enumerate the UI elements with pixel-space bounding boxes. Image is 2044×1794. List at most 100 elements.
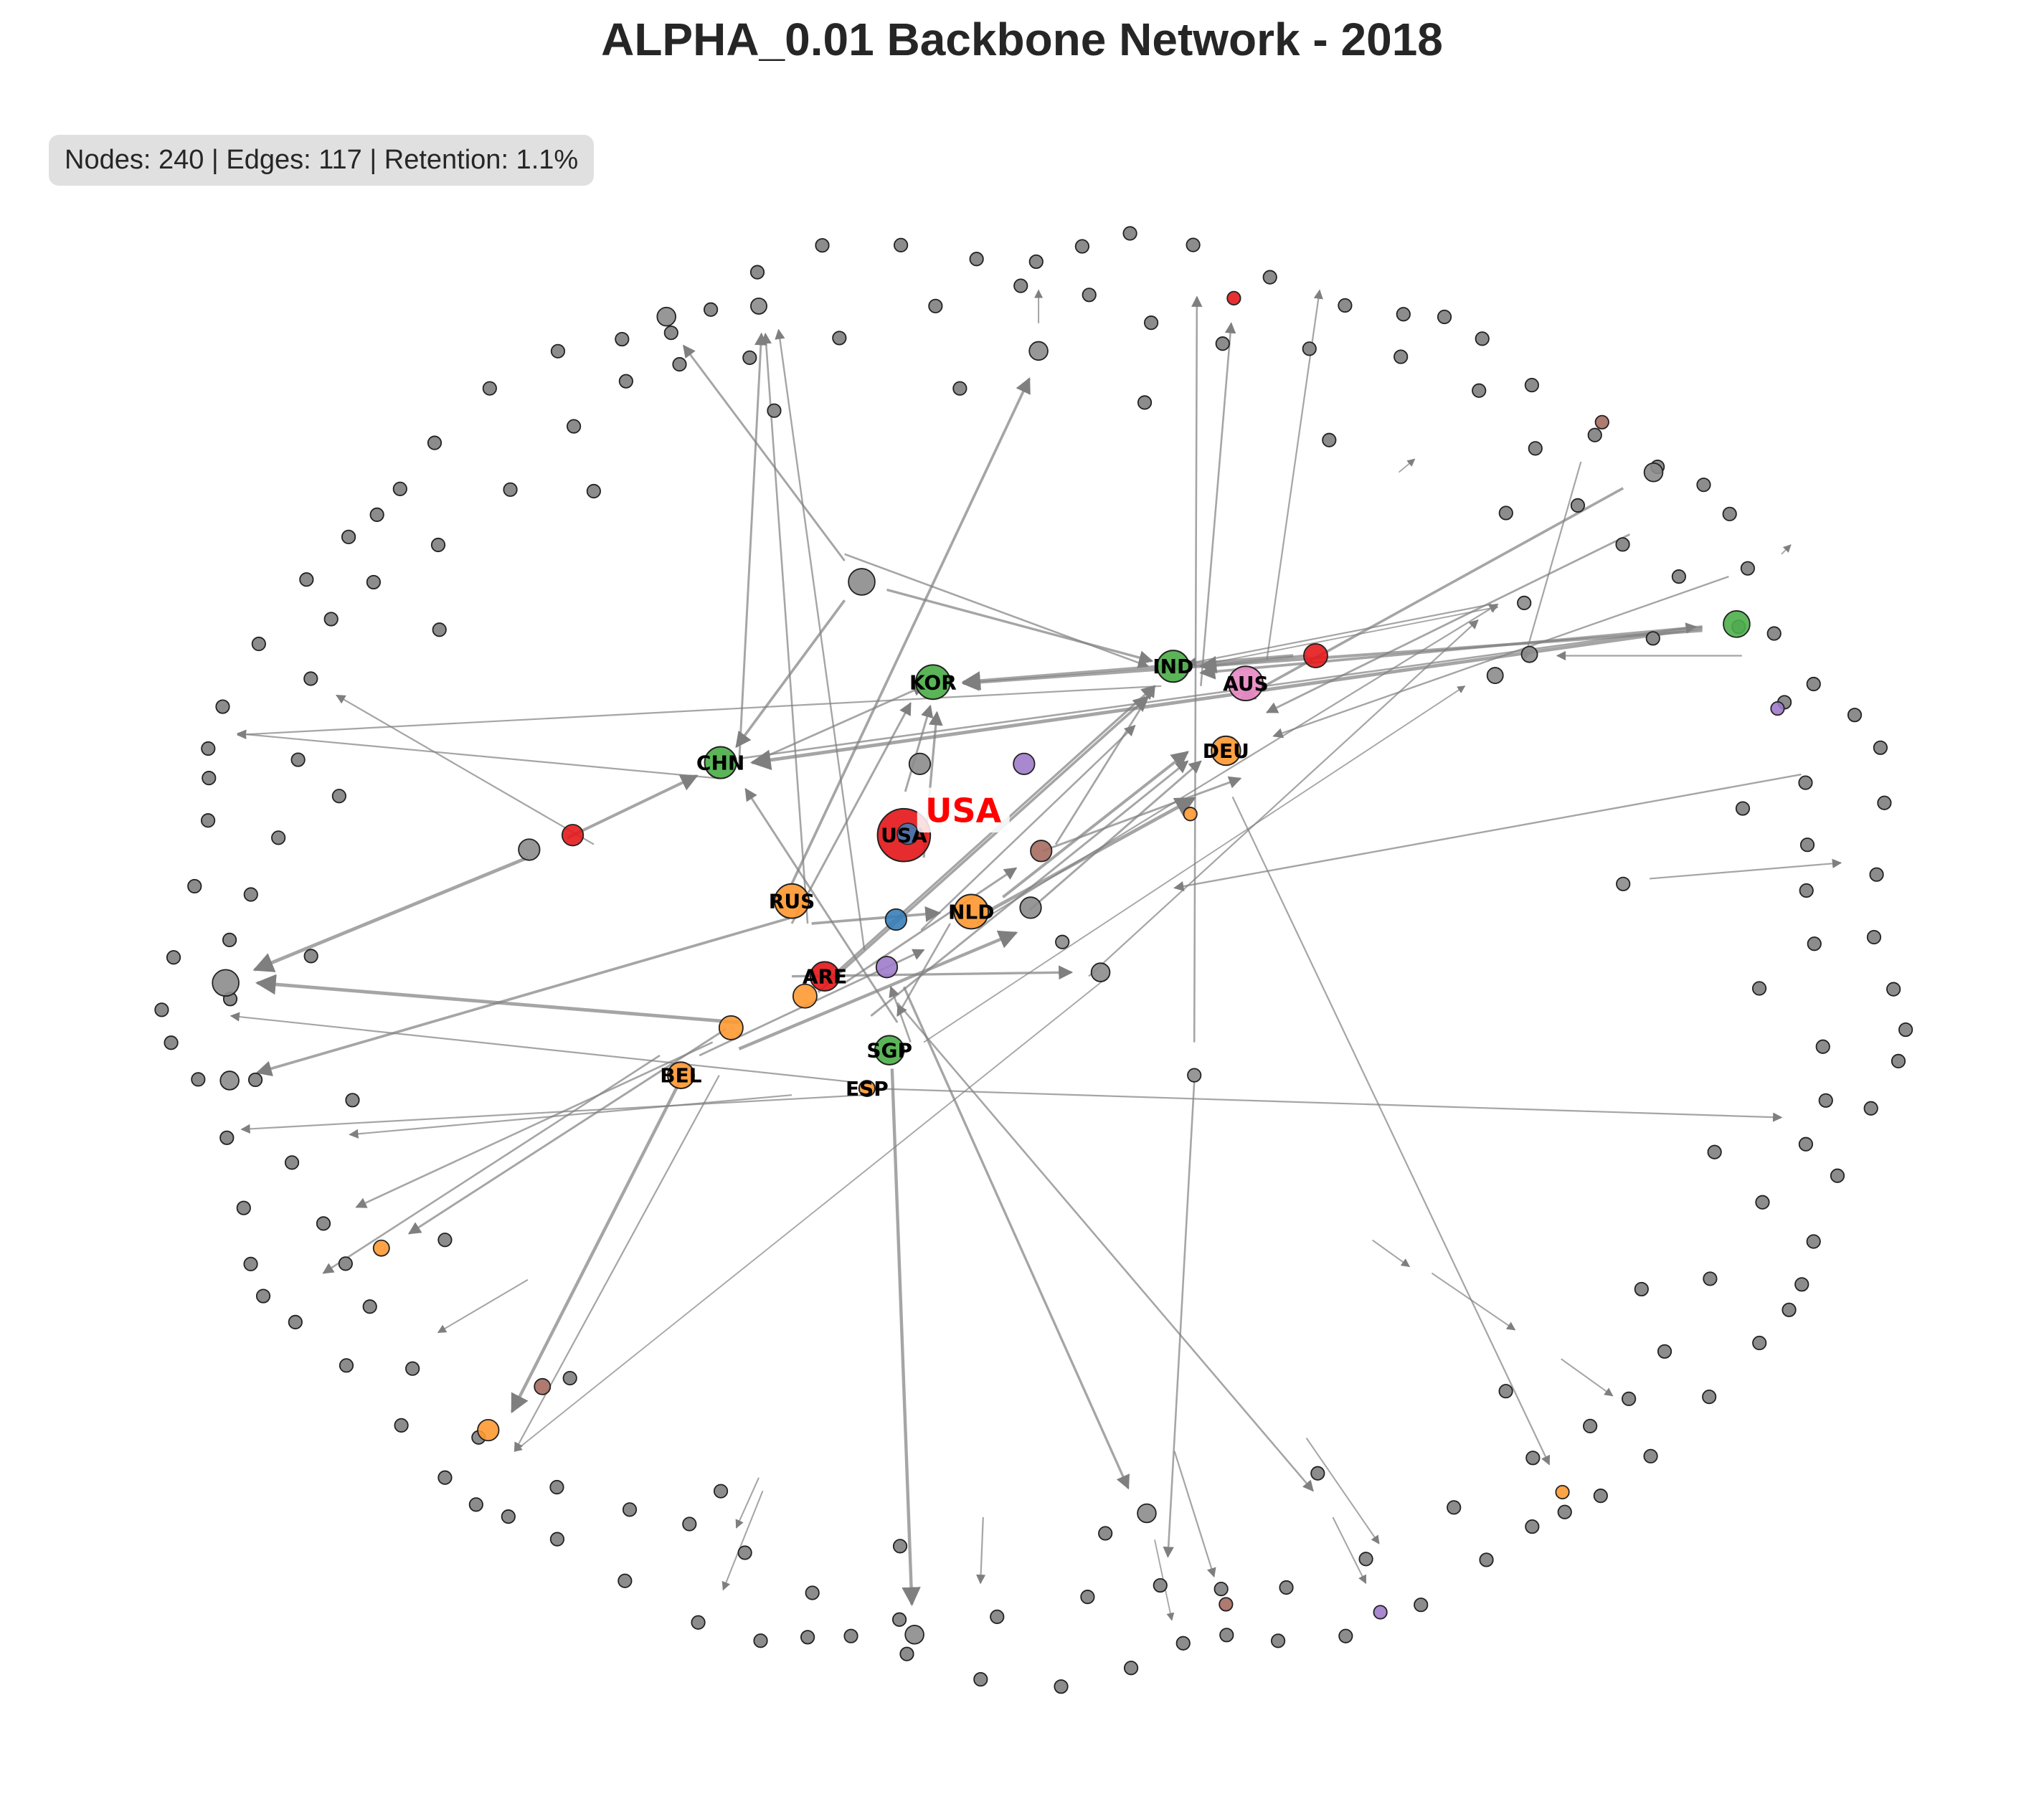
peripheral-node bbox=[1394, 349, 1409, 364]
peripheral-node bbox=[200, 813, 216, 828]
peripheral-node bbox=[899, 1646, 914, 1661]
edge-82 bbox=[1781, 544, 1792, 555]
unlabeled-node bbox=[1090, 962, 1111, 982]
edge-23 bbox=[1191, 295, 1203, 1043]
peripheral-node bbox=[682, 1517, 697, 1532]
peripheral-node bbox=[892, 1539, 908, 1554]
peripheral-node bbox=[345, 1093, 360, 1108]
peripheral-node bbox=[1847, 708, 1863, 723]
edge-55 bbox=[510, 1081, 681, 1414]
node-label-deu: DEU bbox=[1203, 739, 1249, 763]
peripheral-node bbox=[1643, 1448, 1658, 1463]
peripheral-node bbox=[767, 403, 782, 418]
peripheral-node bbox=[713, 1484, 729, 1499]
chart-title: ALPHA_0.01 Backbone Network - 2018 bbox=[601, 14, 1443, 65]
edge-51 bbox=[988, 797, 1196, 912]
edge-70 bbox=[1163, 1081, 1196, 1558]
edge-75 bbox=[1372, 1239, 1411, 1268]
peripheral-node bbox=[1215, 336, 1230, 351]
peripheral-node bbox=[1310, 1466, 1325, 1481]
peripheral-node bbox=[1175, 1636, 1191, 1651]
unlabeled-node bbox=[656, 306, 676, 327]
peripheral-node bbox=[1615, 537, 1630, 552]
edge-52 bbox=[1002, 751, 1189, 898]
node-label-ind: IND bbox=[1153, 655, 1193, 678]
peripheral-node bbox=[1782, 1302, 1797, 1317]
peripheral-node bbox=[952, 381, 967, 396]
peripheral-node bbox=[1766, 626, 1782, 641]
peripheral-node bbox=[1082, 288, 1097, 303]
peripheral-node bbox=[843, 1628, 858, 1643]
peripheral-node bbox=[805, 1585, 820, 1600]
peripheral-node bbox=[550, 343, 566, 359]
peripheral-node bbox=[1752, 1335, 1767, 1351]
node-kor bbox=[914, 664, 951, 701]
peripheral-node bbox=[1707, 1144, 1722, 1159]
peripheral-node bbox=[1338, 298, 1353, 313]
node-sgp bbox=[874, 1035, 905, 1066]
peripheral-node bbox=[618, 1573, 633, 1588]
node-rus bbox=[774, 883, 810, 919]
peripheral-node bbox=[1751, 981, 1767, 996]
node-chn bbox=[704, 746, 737, 779]
edge-36 bbox=[567, 774, 699, 840]
edge-3 bbox=[790, 377, 1031, 885]
peripheral-node bbox=[303, 671, 318, 686]
peripheral-node bbox=[290, 752, 306, 767]
edge-62 bbox=[514, 975, 1109, 1452]
edge-0 bbox=[682, 344, 846, 561]
peripheral-node bbox=[191, 1072, 206, 1087]
unlabeled-node bbox=[884, 908, 907, 931]
unlabeled-node bbox=[904, 1624, 924, 1645]
node-aus bbox=[1228, 665, 1264, 702]
peripheral-node bbox=[339, 1358, 354, 1373]
unlabeled-node bbox=[1373, 1605, 1388, 1620]
peripheral-node bbox=[973, 1671, 988, 1687]
peripheral-node bbox=[1657, 1344, 1672, 1359]
edge-71 bbox=[1173, 1451, 1216, 1578]
edge-32 bbox=[349, 1094, 792, 1139]
peripheral-node bbox=[323, 612, 339, 627]
peripheral-node bbox=[405, 1361, 420, 1376]
peripheral-node bbox=[1877, 795, 1892, 810]
node-label-rus: RUS bbox=[769, 890, 815, 913]
peripheral-node bbox=[969, 252, 984, 267]
edge-40 bbox=[823, 685, 1156, 984]
edge-85 bbox=[920, 724, 1136, 931]
edge-53 bbox=[1042, 776, 1242, 853]
unlabeled-node bbox=[908, 752, 932, 775]
edge-50 bbox=[896, 923, 951, 1017]
unlabeled-node bbox=[750, 297, 767, 315]
edge-27 bbox=[890, 1068, 921, 1607]
node-nld bbox=[953, 893, 990, 930]
peripheral-node bbox=[990, 1609, 1005, 1624]
node-label-kor: KOR bbox=[909, 670, 957, 694]
edge-12 bbox=[961, 629, 1703, 691]
peripheral-node bbox=[201, 741, 216, 756]
unlabeled-node bbox=[1137, 1503, 1157, 1524]
peripheral-node bbox=[437, 1470, 453, 1485]
peripheral-node bbox=[316, 1216, 331, 1231]
peripheral-node bbox=[369, 507, 384, 522]
node-esp bbox=[858, 1079, 876, 1098]
peripheral-node bbox=[1098, 1526, 1113, 1541]
unlabeled-node bbox=[1616, 876, 1631, 891]
edge-4 bbox=[737, 332, 767, 766]
peripheral-node bbox=[1475, 331, 1490, 346]
peripheral-node bbox=[800, 1630, 815, 1645]
peripheral-node bbox=[222, 932, 237, 947]
peripheral-node bbox=[1270, 1633, 1286, 1648]
edge-31 bbox=[230, 1012, 851, 1083]
edge-15 bbox=[1186, 603, 1492, 667]
unlabeled-node bbox=[477, 1418, 500, 1442]
peripheral-node bbox=[482, 381, 497, 396]
peripheral-node bbox=[1806, 1234, 1821, 1249]
edge-54 bbox=[1028, 760, 1202, 911]
unlabeled-node bbox=[875, 956, 899, 979]
edge-73 bbox=[1305, 1438, 1380, 1544]
peripheral-node bbox=[1740, 561, 1755, 576]
unlabeled-node bbox=[1019, 896, 1042, 919]
peripheral-node bbox=[566, 419, 582, 434]
edge-66 bbox=[1054, 685, 1156, 845]
edge-7 bbox=[236, 729, 719, 779]
